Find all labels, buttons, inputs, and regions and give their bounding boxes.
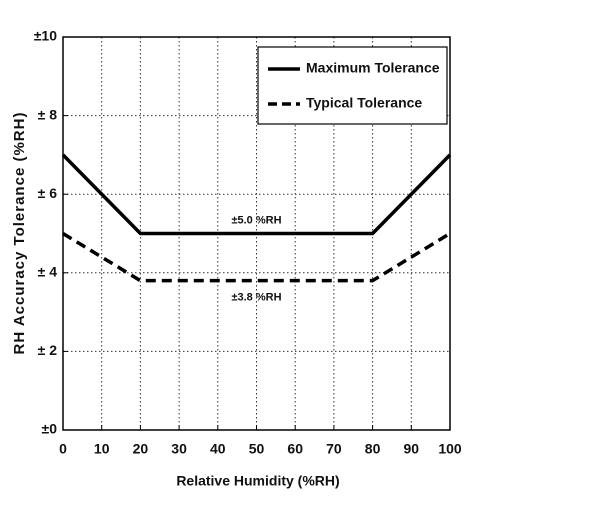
x-axis-label: Relative Humidity (%RH) xyxy=(176,473,339,489)
y-tick-label: ±0 xyxy=(42,421,58,437)
legend-box xyxy=(257,46,448,125)
legend-label: Maximum Tolerance xyxy=(306,60,440,76)
x-tick-label: 40 xyxy=(210,441,226,457)
data-line xyxy=(62,232,451,283)
y-tick-label: ± 8 xyxy=(38,106,58,122)
x-tick-label: 80 xyxy=(365,441,381,457)
y-axis-label: RH Accuracy Tolerance (%RH) xyxy=(11,112,28,355)
x-tick-label: 70 xyxy=(326,441,342,457)
y-tick-label: ± 2 xyxy=(38,342,58,358)
x-tick-label: 50 xyxy=(249,441,265,457)
x-tick-label: 90 xyxy=(404,441,420,457)
annotation: ±5.0 %RH xyxy=(231,214,281,226)
y-tick-label: ±10 xyxy=(34,28,57,44)
legend-label: Typical Tolerance xyxy=(306,95,422,111)
annotation: ±3.8 %RH xyxy=(231,292,281,304)
x-tick-label: 20 xyxy=(133,441,149,457)
x-tick-label: 60 xyxy=(287,441,303,457)
x-tick-label: 100 xyxy=(438,441,462,457)
x-tick-label: 0 xyxy=(59,441,67,457)
x-tick-label: 30 xyxy=(171,441,187,457)
y-tick-label: ± 4 xyxy=(38,264,58,280)
x-tick-label: 10 xyxy=(94,441,110,457)
data-line xyxy=(61,153,452,236)
y-tick-label: ± 6 xyxy=(38,185,58,201)
